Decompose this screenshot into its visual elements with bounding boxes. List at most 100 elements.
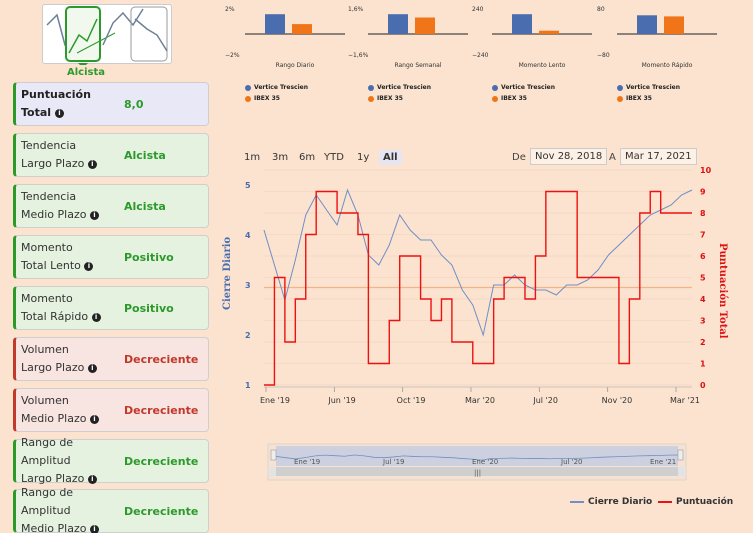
mini-legend-2[interactable]: IBEX 35: [245, 95, 280, 102]
indicator-card-2: Tendencia Medio Plazo i Alcista: [13, 184, 209, 228]
legend-item-puntuacion[interactable]: Puntuación: [658, 497, 733, 507]
navigator-tick: Jul '20: [560, 458, 583, 466]
mini-legend-2[interactable]: IBEX 35: [368, 95, 403, 102]
to-date-input[interactable]: Mar 17, 2021: [620, 148, 697, 165]
x-tick-label: Mar '20: [465, 396, 495, 405]
indicator-label-line2: Total Lento: [21, 259, 81, 272]
y-left-tick: 1: [245, 381, 251, 390]
mini-legend-1[interactable]: Vertice Trescien: [368, 84, 431, 91]
y-right-tick: 5: [700, 274, 706, 283]
mini-bar-series2: [292, 24, 312, 34]
navigator-scrollbar-thumb: [276, 467, 678, 476]
info-icon[interactable]: i: [91, 312, 101, 322]
indicator-label-line1: Momento: [21, 292, 73, 305]
range-button-1m[interactable]: 1m: [244, 152, 261, 163]
indicator-label: Volumen Medio Plazo i: [16, 392, 116, 428]
y-right-tick: 1: [700, 360, 706, 369]
indicator-card-0: Puntuación Total i 8,0: [13, 82, 209, 126]
indicator-label-line2: Medio Plazo: [21, 412, 87, 425]
mini-bar-series2: [664, 16, 684, 34]
indicator-card-3: Momento Total Lento i Positivo: [13, 235, 209, 279]
indicator-label: Puntuación Total i: [16, 86, 116, 122]
navigator-selection: [276, 446, 678, 466]
mini-chart-name: Rango Semanal: [394, 62, 442, 69]
mini-top-tick: 1,6%: [348, 6, 364, 13]
mini-bottom-tick: −240: [472, 52, 489, 59]
indicator-card-1: Tendencia Largo Plazo i Alcista: [13, 133, 209, 177]
navigator-tick: Ene '19: [294, 458, 320, 466]
info-icon[interactable]: i: [87, 363, 97, 373]
series-line-cierre: [263, 188, 693, 337]
mini-chart-3: 80 −80 Momento Rápido Vertice Trescien IBEX …: [597, 4, 753, 108]
info-icon[interactable]: i: [87, 474, 97, 484]
mini-legend-2[interactable]: IBEX 35: [492, 95, 527, 102]
range-button-1y[interactable]: 1y: [357, 152, 370, 163]
legend-label-cierre: Cierre Diario: [588, 497, 653, 507]
indicator-value: Alcista: [124, 199, 166, 213]
from-label: De: [512, 152, 526, 163]
indicator-label-line2: Total Rápido: [21, 310, 89, 323]
indicator-card-5: Volumen Largo Plazo i Decreciente: [13, 337, 209, 381]
indicator-value: Decreciente: [124, 504, 199, 518]
indicator-label-line1: Puntuación: [21, 88, 91, 101]
info-icon[interactable]: i: [84, 261, 94, 271]
mini-bar-series1: [637, 15, 657, 35]
range-button-3m[interactable]: 3m: [272, 152, 289, 163]
navigator-tick: Jul '19: [382, 458, 405, 466]
mini-bar-series2: [539, 30, 559, 34]
indicator-value: 8,0: [124, 97, 144, 111]
mini-legend-1[interactable]: Vertice Trescien: [492, 84, 555, 91]
legend-item-cierre[interactable]: Cierre Diario: [570, 497, 652, 507]
mini-legend-2[interactable]: IBEX 35: [617, 95, 652, 102]
mini-bar-series1: [265, 14, 285, 34]
range-button-all[interactable]: All: [379, 150, 402, 165]
mini-chart-1: 1,6% −1,6% Rango Semanal Vertice Trescien IB…: [348, 4, 518, 108]
indicator-card-8: Rango de Amplitud Medio Plazo i Decrecient…: [13, 486, 209, 533]
navigator-handle-right: [677, 449, 684, 461]
indicator-label-line2: Total: [21, 106, 52, 119]
y-right-tick: 3: [700, 317, 706, 326]
indicator-label-line1: Rango de Amplitud: [21, 486, 74, 517]
indicator-label: Momento Total Lento i: [16, 239, 116, 275]
indicator-label-line2: Medio Plazo: [21, 208, 87, 221]
mini-legend-1[interactable]: Vertice Trescien: [617, 84, 680, 91]
y-left-tick: 5: [245, 181, 251, 190]
info-icon[interactable]: i: [89, 210, 99, 220]
indicator-label-line1: Volumen: [21, 394, 69, 407]
info-icon[interactable]: i: [54, 108, 64, 118]
indicator-value: Alcista: [124, 148, 166, 162]
mini-legend-1[interactable]: Vertice Trescien: [245, 84, 308, 91]
indicator-label: Volumen Largo Plazo i: [16, 341, 116, 377]
mini-bar-series2: [415, 17, 435, 34]
y-right-title: Puntuación Total: [717, 243, 728, 339]
x-tick-label: Nov '20: [602, 396, 633, 405]
trend-logo-label: Alcista: [67, 67, 106, 78]
mini-bar-series1: [512, 14, 532, 34]
navigator-tick: Ene '20: [472, 458, 498, 466]
navigator-scrollbar: [268, 467, 686, 476]
trend-logo: [42, 4, 172, 68]
indicator-label: Rango de Amplitud Largo Plazo i: [16, 434, 116, 488]
y-right-tick: 8: [700, 209, 706, 218]
mini-bottom-tick: −1,6%: [348, 52, 369, 59]
mini-chart-name: Momento Rápido: [641, 62, 693, 69]
to-label: A: [609, 152, 616, 163]
range-button-ytd[interactable]: YTD: [324, 152, 344, 163]
from-date-input[interactable]: Nov 28, 2018: [530, 148, 608, 165]
range-button-6m[interactable]: 6m: [299, 152, 316, 163]
y-right-tick: 4: [700, 295, 706, 304]
indicator-card-6: Volumen Medio Plazo i Decreciente: [13, 388, 209, 432]
mini-chart-name: Momento Lento: [518, 62, 566, 69]
y-left-title: Cierre Diario: [222, 236, 233, 310]
mini-top-tick: 240: [472, 6, 484, 13]
indicator-value: Decreciente: [124, 352, 199, 366]
info-icon[interactable]: i: [87, 159, 97, 169]
y-right-tick: 7: [700, 231, 706, 240]
indicator-label-line2: Largo Plazo: [21, 157, 85, 170]
info-icon[interactable]: i: [89, 414, 99, 424]
info-icon[interactable]: i: [89, 524, 99, 533]
indicator-label-line1: Volumen: [21, 343, 69, 356]
indicator-label-line2: Medio Plazo: [21, 522, 87, 533]
indicator-label: Tendencia Largo Plazo i: [16, 137, 116, 173]
legend-line-puntuacion: [658, 500, 672, 503]
